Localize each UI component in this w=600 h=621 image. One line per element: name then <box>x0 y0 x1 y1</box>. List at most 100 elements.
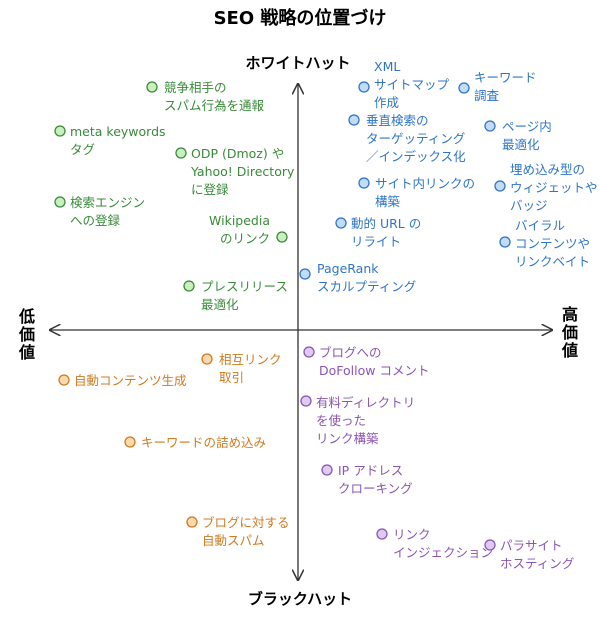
strategy-marker <box>335 217 347 229</box>
strategy-label-line: キーワード <box>474 70 537 85</box>
strategy-marker <box>54 196 66 208</box>
strategy-marker <box>299 268 311 280</box>
axis-label-right-char-1: 高 <box>562 305 578 324</box>
axis-label-right-char-3: 値 <box>561 341 578 360</box>
strategy-item-dofollow-blog-comments: ブログへの DoFollow コメント <box>303 345 429 378</box>
strategy-label-line: ブログに対する <box>202 515 290 530</box>
strategy-label-line: プレスリリース <box>201 279 288 294</box>
strategy-marker <box>186 516 198 528</box>
strategy-label-line: キーワードの詰め込み <box>141 435 266 450</box>
strategy-label-line: リンク <box>393 527 431 542</box>
strategy-marker <box>276 231 288 243</box>
strategy-marker <box>458 82 470 94</box>
strategy-label-line: ホスティング <box>500 556 574 571</box>
strategy-label-line: リンクベイト <box>515 254 590 269</box>
strategy-label-line: 相互リンク <box>219 352 282 367</box>
strategy-marker <box>494 180 506 192</box>
axis-label-top: ホワイトハット <box>245 54 350 72</box>
strategy-marker <box>358 81 370 93</box>
strategy-label-line: スパム行為を通報 <box>164 98 265 113</box>
strategy-label-line: バッジ <box>510 198 548 213</box>
strategy-label-line: 自動コンテンツ生成 <box>74 373 187 388</box>
strategy-label-line: 埋め込み型の <box>510 162 585 177</box>
strategy-label-line: ページ内 <box>502 119 552 134</box>
strategy-label-line: バイラル <box>515 218 565 233</box>
strategy-label-line: 取引 <box>219 370 244 385</box>
strategy-label-line: 動的 URL の <box>351 216 421 231</box>
strategy-label-line: サイト内リンクの <box>375 176 475 191</box>
strategy-item-meta-keywords-tag: meta keywords タグ <box>54 124 166 157</box>
strategy-marker <box>183 280 195 292</box>
strategy-label-line: を使った <box>316 413 366 428</box>
axis-label-right-char-2: 価 <box>561 323 578 342</box>
strategy-label-line: サイトマップ <box>374 77 450 92</box>
strategy-label-line: ODP (Dmoz) や <box>191 146 284 161</box>
strategy-label-line: 自動スパム <box>202 533 265 548</box>
strategy-marker <box>376 528 388 540</box>
strategy-marker <box>54 125 66 137</box>
strategy-label-line: DoFollow コメント <box>319 363 429 378</box>
strategy-marker <box>58 374 70 386</box>
strategy-label-line: 競争相手の <box>164 80 227 95</box>
strategy-label-line: 検索エンジン <box>70 195 145 210</box>
axis-label-right: 高 価 値 <box>561 305 578 360</box>
strategy-marker <box>201 353 213 365</box>
axis-label-left: 低 価 値 <box>18 307 35 362</box>
strategy-label-line: meta keywords <box>70 124 166 139</box>
strategy-item-odp-yahoo-directory: ODP (Dmoz) や Yahoo! Directory に登録 <box>175 146 295 197</box>
strategy-label-line: Yahoo! Directory <box>190 164 295 179</box>
strategy-label-line: ブログへの <box>319 345 382 360</box>
diagram-title: SEO 戦略の位置づけ <box>214 7 387 29</box>
strategy-label-line: のリンク <box>220 231 270 246</box>
strategy-item-wikipedia-link: Wikipedia のリンク <box>209 213 288 246</box>
strategy-label-line: PageRank <box>317 261 379 276</box>
strategy-marker <box>303 346 315 358</box>
strategy-label-line: 垂直検索の <box>366 113 429 128</box>
strategy-item-pagerank-sculpting: PageRank スカルプティング <box>299 261 416 294</box>
strategy-label-line: 構築 <box>375 194 401 209</box>
strategy-marker <box>146 81 158 93</box>
strategy-label-line: ／インデックス化 <box>366 149 466 164</box>
strategy-marker <box>348 114 360 126</box>
strategy-label-line: XML <box>374 59 400 74</box>
axis-label-left-char-2: 価 <box>18 325 35 344</box>
strategy-label-line: IP アドレス <box>338 463 403 478</box>
strategy-label-line: リンク構築 <box>316 431 379 446</box>
strategy-marker <box>499 236 511 248</box>
strategy-item-keyword-stuffing: キーワードの詰め込み <box>124 435 266 450</box>
strategy-label-line: に登録 <box>191 182 229 197</box>
strategy-label-line: クローキング <box>338 481 413 496</box>
strategy-marker <box>321 464 333 476</box>
strategy-label-line: 最適化 <box>201 297 239 312</box>
axis-label-left-char-1: 低 <box>18 307 35 326</box>
strategy-label-line: ウィジェットや <box>510 180 598 195</box>
strategy-label-line: インジェクション <box>393 545 493 560</box>
strategy-item-auto-content-generation: 自動コンテンツ生成 <box>58 373 187 388</box>
strategy-label-line: 作成 <box>374 95 399 110</box>
strategy-label-line: コンテンツや <box>515 236 590 251</box>
strategy-label-line: への登録 <box>70 213 121 228</box>
strategy-marker <box>300 395 312 407</box>
strategy-marker <box>124 436 136 448</box>
strategy-label-line: Wikipedia <box>209 213 270 228</box>
strategy-label-line: ターゲッティング <box>366 131 465 146</box>
strategy-marker <box>484 539 496 551</box>
strategy-marker <box>358 177 370 189</box>
strategy-label-line: パラサイト <box>500 538 563 553</box>
